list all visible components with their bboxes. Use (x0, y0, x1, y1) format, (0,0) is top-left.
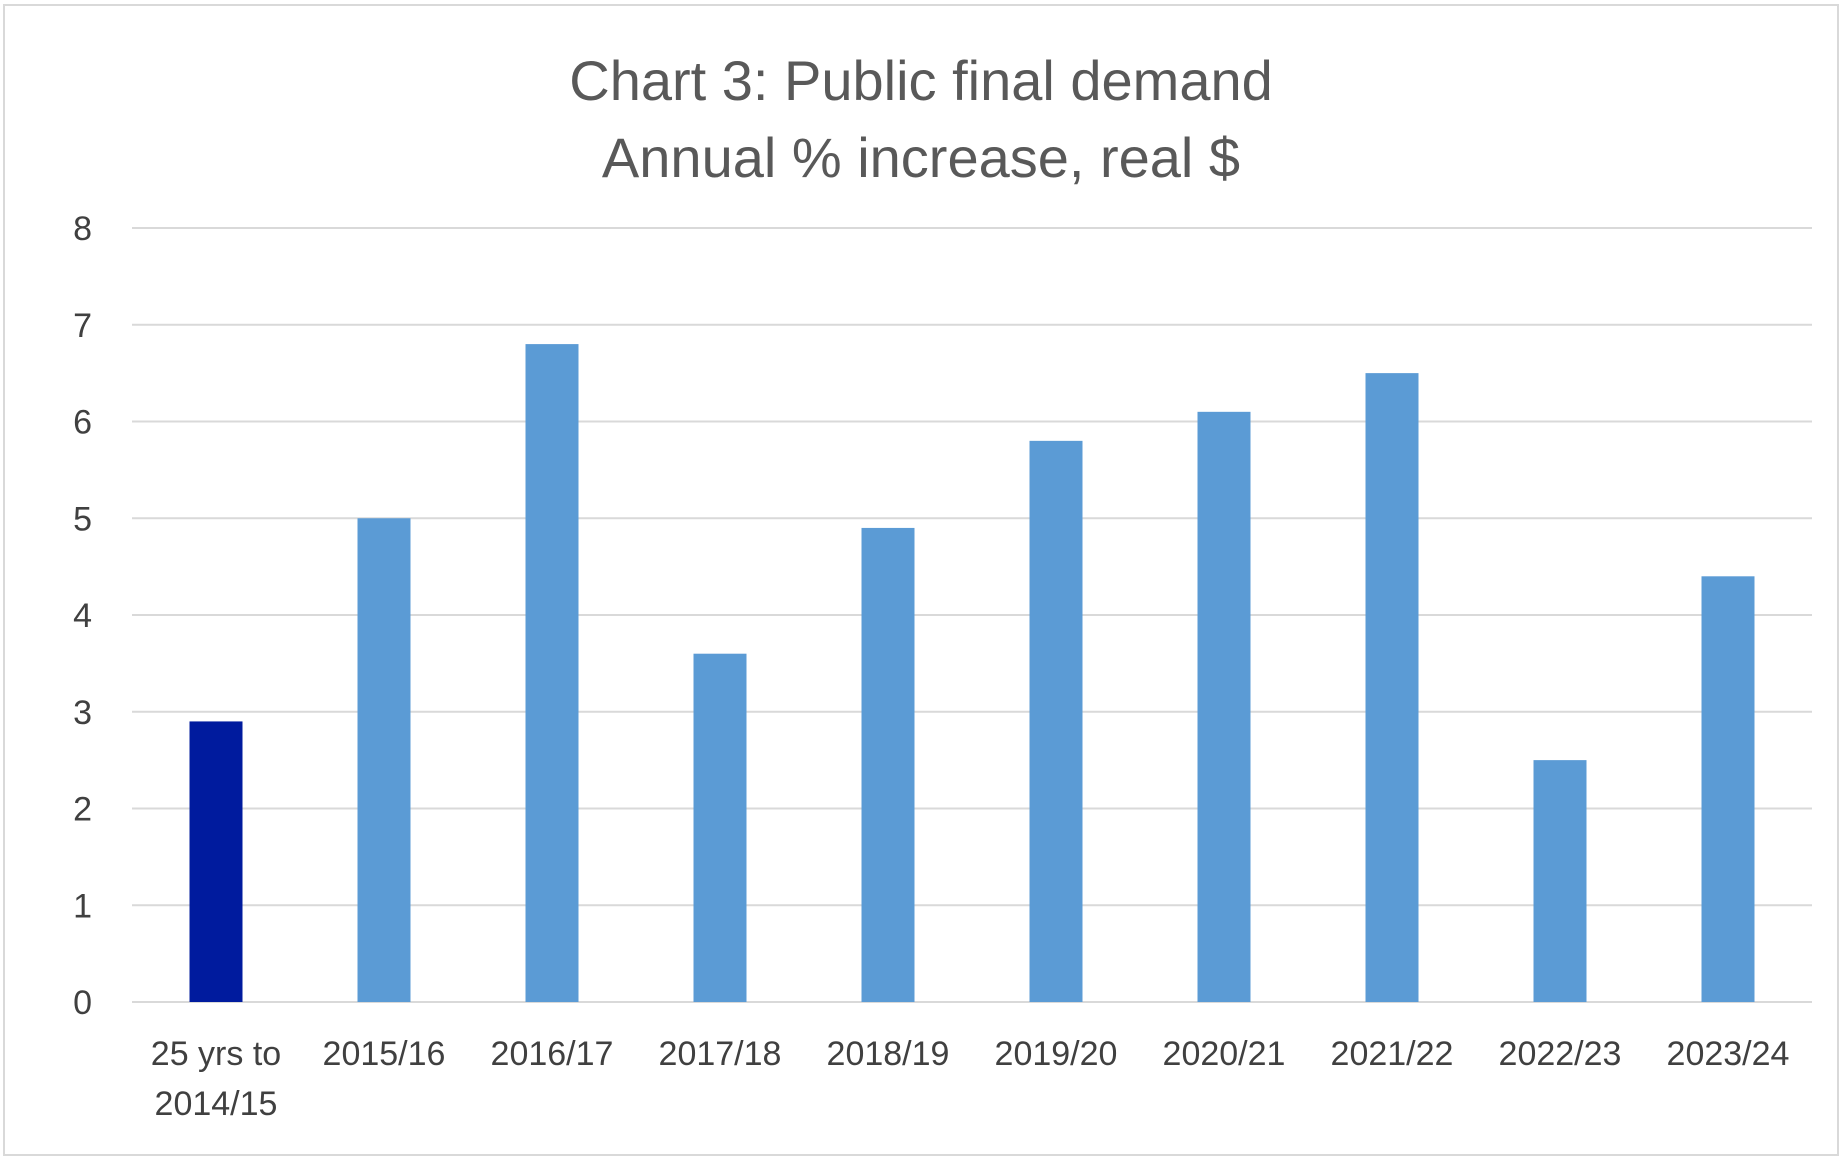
x-category-label: 25 yrs to (151, 1035, 281, 1073)
x-category-label: 2015/16 (323, 1035, 446, 1073)
y-axis-ticks: 0 1 2 3 4 5 6 7 8 (73, 210, 92, 1022)
bar-9 (1701, 576, 1755, 1002)
y-tick-label: 1 (73, 887, 92, 925)
y-tick-label: 5 (73, 500, 92, 538)
x-category-label: 2020/21 (1163, 1035, 1286, 1073)
y-tick-label: 4 (73, 597, 92, 635)
bar-6 (1197, 411, 1251, 1002)
y-tick-label: 2 (73, 791, 92, 829)
x-category-label: 2018/19 (827, 1035, 950, 1073)
bar-0 (189, 721, 243, 1002)
bar-1 (357, 518, 411, 1002)
x-axis-categories: 25 yrs to 2014/15 2015/16 2016/17 2017/18 201… (151, 1035, 1790, 1123)
bar-3 (693, 653, 747, 1002)
bar-5 (1029, 440, 1083, 1003)
y-tick-label: 6 (73, 404, 92, 442)
x-category-label: 2021/22 (1331, 1035, 1454, 1073)
y-tick-label: 8 (73, 210, 92, 248)
x-category-label: 2014/15 (155, 1085, 278, 1123)
y-tick-label: 3 (73, 694, 92, 732)
bar-7 (1365, 373, 1419, 1002)
x-category-label: 2019/20 (995, 1035, 1118, 1073)
y-tick-label: 7 (73, 307, 92, 345)
chart-subtitle: Annual % increase, real $ (602, 126, 1240, 189)
x-category-label: 2016/17 (491, 1035, 614, 1073)
bars (189, 344, 1755, 1003)
bar-8 (1533, 760, 1587, 1002)
x-category-label: 2017/18 (659, 1035, 782, 1073)
gridlines (132, 227, 1812, 1003)
bar-2 (525, 344, 579, 1003)
x-category-label: 2022/23 (1499, 1035, 1622, 1073)
y-tick-label: 0 (73, 984, 92, 1022)
x-category-label: 2023/24 (1667, 1035, 1790, 1073)
bar-4 (861, 527, 915, 1002)
chart-frame (3, 4, 1839, 1156)
chart-title: Chart 3: Public final demand (569, 49, 1273, 112)
